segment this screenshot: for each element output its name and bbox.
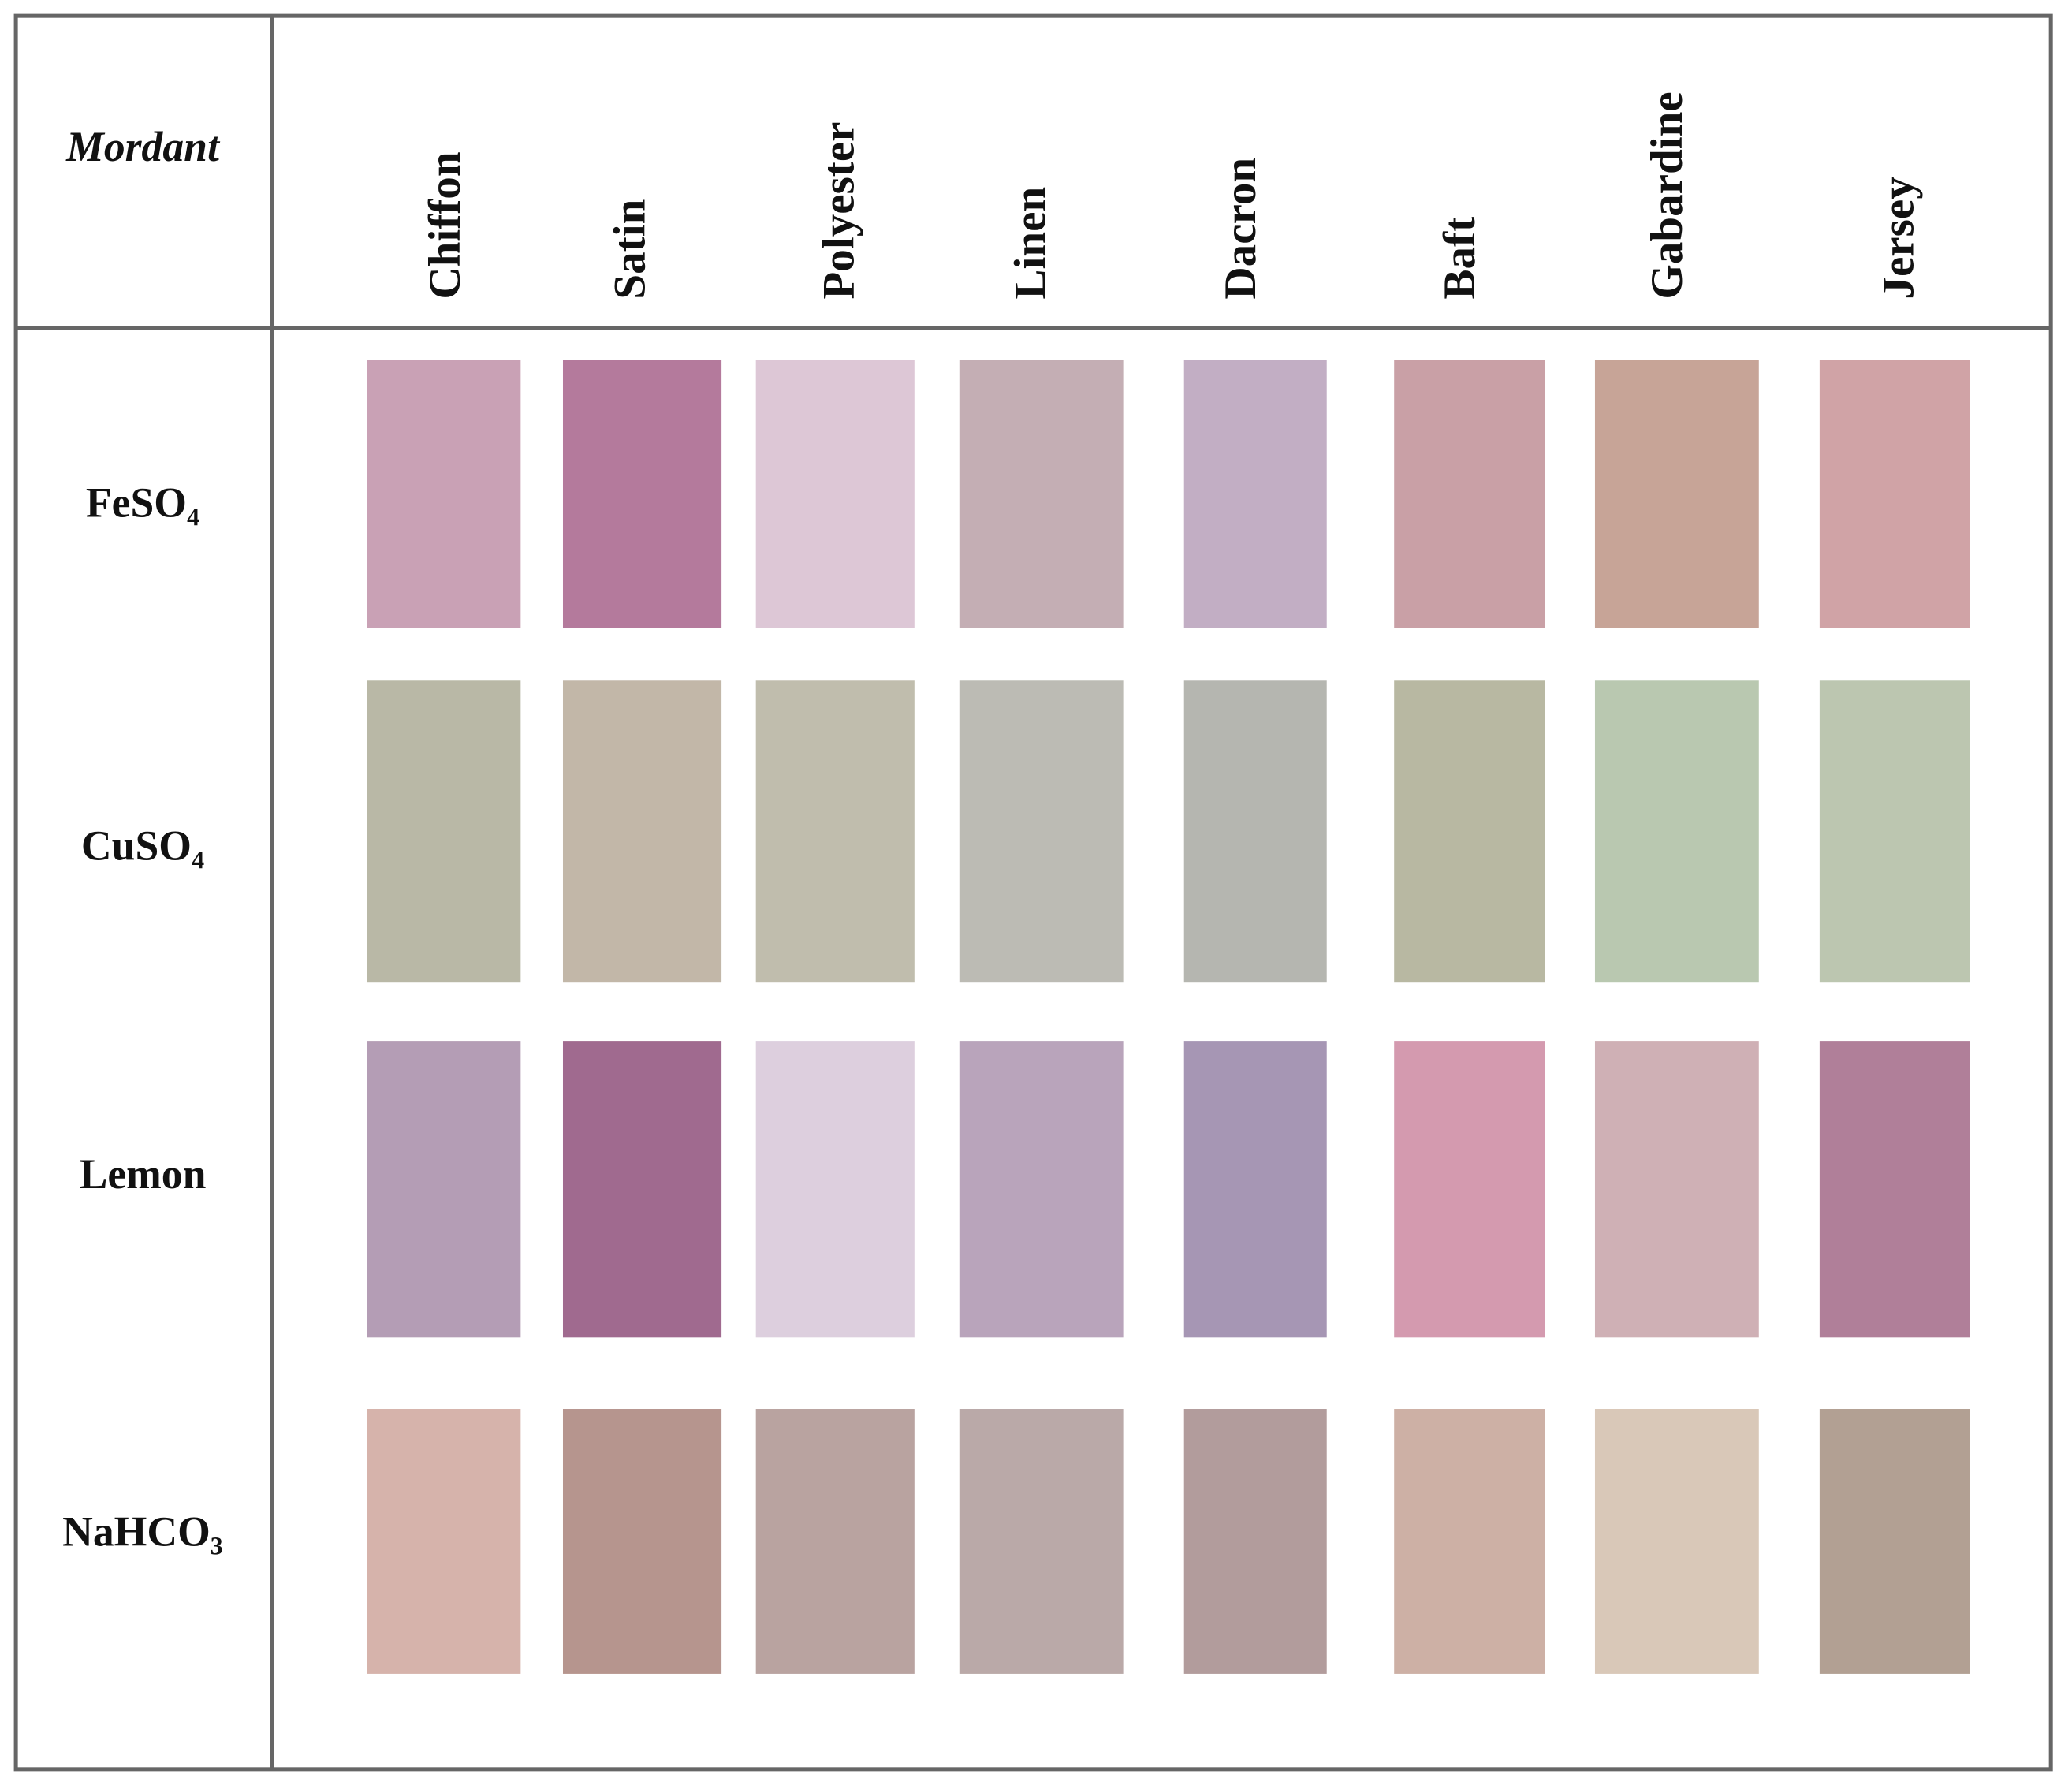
fabric-swatch [1394,360,1545,628]
fabric-swatch [367,1409,521,1674]
column-header: Polyester [814,121,863,299]
fabric-swatch [959,1409,1124,1674]
corner-header: Mordant [65,123,221,170]
row-label: NaHCO₃ [62,1508,223,1556]
fabric-swatch [1183,1041,1327,1338]
fabric-swatch [1183,1409,1327,1674]
column-header: Dacron [1216,158,1265,300]
fabric-swatch [959,360,1124,628]
fabric-swatch [755,360,915,628]
fabric-swatch [367,680,521,983]
fabric-swatch [1819,360,1970,628]
fabric-swatch [1394,680,1545,983]
column-header: Satin [606,199,655,300]
fabric-swatch [562,1409,722,1674]
fabric-swatch [1819,1041,1970,1338]
column-header: Chiffon [420,151,470,299]
fabric-swatch [1594,360,1759,628]
fabric-swatch [1594,1409,1759,1674]
fabric-swatch [1594,680,1759,983]
fabric-swatch [959,1041,1124,1338]
column-header: Linen [1005,187,1055,300]
column-header: Jersey [1874,177,1924,299]
fabric-swatch [562,1041,722,1338]
row-label: FeSO₄ [86,479,199,527]
fabric-swatch [1394,1409,1545,1674]
fabric-swatch [959,680,1124,983]
fabric-swatch [367,1041,521,1338]
row-label: CuSO₄ [81,822,204,870]
fabric-swatch [1394,1041,1545,1338]
fabric-swatch [1594,1041,1759,1338]
fabric-swatch [755,1409,915,1674]
fabric-swatch [755,680,915,983]
fabric-swatch [562,360,722,628]
fabric-swatch [1183,680,1327,983]
fabric-swatch [1819,1409,1970,1674]
column-header: Gabardine [1642,91,1692,299]
column-header: Baft [1435,217,1485,300]
fabric-swatch [367,360,521,628]
fabric-swatch [1819,680,1970,983]
fabric-swatch [562,680,722,983]
row-label: Lemon [80,1150,207,1198]
fabric-swatch [1183,360,1327,628]
fabric-swatch [755,1041,915,1338]
table-border [13,13,2053,1772]
